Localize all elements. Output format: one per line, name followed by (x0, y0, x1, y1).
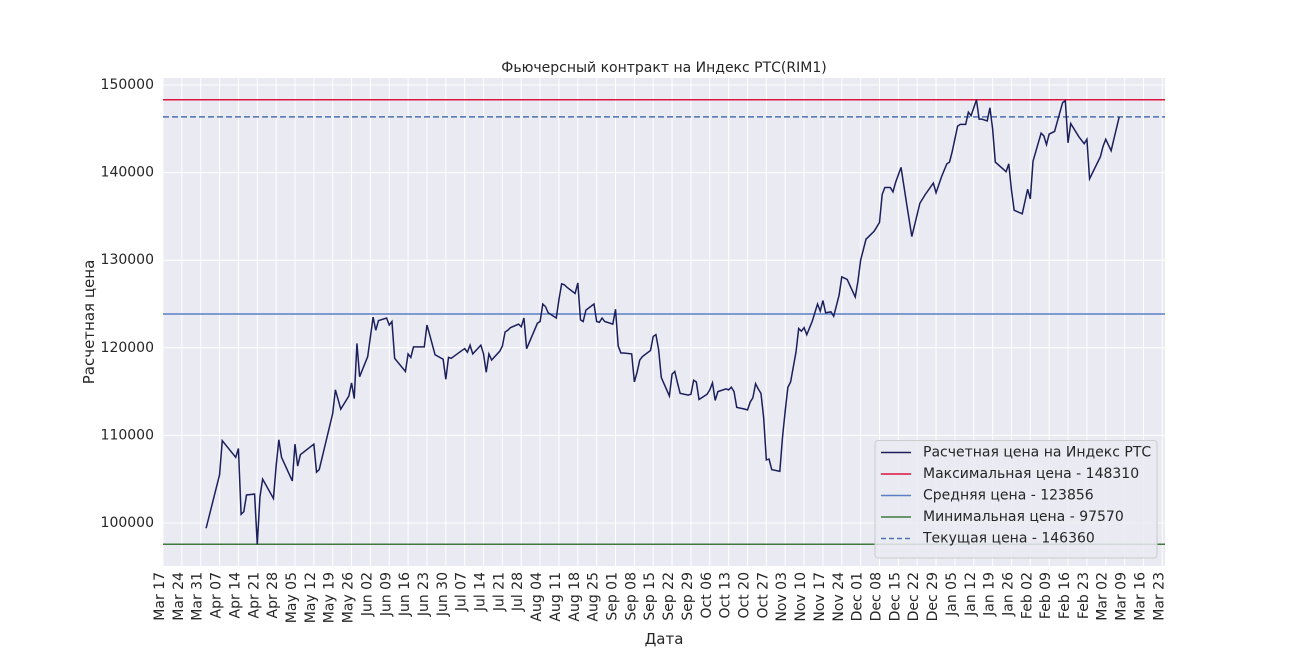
x-tick-label: Aug 25 (586, 572, 602, 622)
x-tick-label: Apr 28 (265, 572, 281, 618)
x-tick-label: Aug 18 (567, 572, 583, 622)
x-tick-label: Feb 16 (1057, 572, 1073, 619)
x-tick-label: Dec 22 (906, 572, 922, 621)
x-tick-label: Sep 01 (605, 572, 621, 621)
x-tick-label: Oct 13 (718, 572, 734, 618)
x-tick-label: Nov 10 (793, 572, 809, 622)
x-tick-label: Dec 15 (887, 572, 903, 621)
chart-title: Фьючерсный контракт на Индекс РТС(RIM1) (501, 60, 826, 76)
x-tick-label: Sep 29 (680, 572, 696, 621)
legend-label: Максимальная цена - 148310 (923, 466, 1139, 482)
y-tick-label: 120000 (101, 340, 154, 356)
x-tick-label: Apr 07 (209, 572, 225, 618)
x-tick-label: Jan 26 (1000, 572, 1016, 617)
x-tick-label: Aug 04 (529, 572, 545, 622)
x-tick-label: Oct 27 (755, 572, 771, 618)
x-tick-label: Jun 23 (416, 572, 432, 617)
x-tick-label: Mar 17 (152, 572, 168, 621)
x-tick-label: Aug 11 (548, 572, 564, 622)
x-tick-label: Mar 23 (1151, 572, 1167, 621)
x-tick-label: Oct 20 (737, 572, 753, 618)
legend-label: Расчетная цена на Индекс РТС (923, 445, 1151, 461)
y-tick-label: 130000 (101, 252, 154, 268)
y-tick-label: 150000 (101, 77, 154, 93)
x-tick-label: Mar 31 (190, 572, 206, 621)
x-tick-label: Nov 17 (812, 572, 828, 622)
x-tick-label: Jan 12 (963, 572, 979, 617)
x-axis-label: Дата (645, 630, 684, 648)
x-tick-label: Dec 29 (925, 572, 941, 621)
x-tick-label: Jan 05 (944, 572, 960, 617)
x-tick-label: Apr 21 (246, 572, 262, 618)
x-tick-label: May 26 (341, 572, 357, 623)
x-tick-label: Jul 28 (510, 572, 526, 612)
x-tick-label: Mar 02 (1095, 572, 1111, 621)
price-line (205, 99, 1120, 545)
x-tick-label: Jun 09 (378, 572, 394, 617)
x-tick-label: Jul 14 (473, 572, 489, 612)
x-tick-label: Jun 16 (397, 572, 413, 617)
legend-box (874, 440, 1158, 559)
x-tick-label: Sep 22 (661, 572, 677, 621)
x-tick-label: Jan 19 (982, 572, 998, 617)
y-tick-label: 100000 (101, 515, 154, 531)
legend-label: Средняя цена - 123856 (923, 488, 1094, 504)
x-tick-label: May 12 (303, 572, 319, 623)
x-tick-label: Jul 07 (454, 572, 470, 612)
x-tick-label: May 05 (284, 572, 300, 623)
x-tick-label: Dec 01 (850, 572, 866, 621)
x-tick-label: Sep 08 (623, 572, 639, 621)
x-tick-label: Jun 30 (435, 572, 451, 617)
x-tick-label: Dec 08 (868, 572, 884, 621)
x-tick-label: Mar 24 (171, 572, 187, 621)
x-tick-label: Jun 02 (359, 572, 375, 617)
x-tick-label: Nov 03 (774, 572, 790, 622)
y-tick-label: 110000 (101, 427, 154, 443)
legend: Расчетная цена на Индекс РТС Максимальная… (874, 440, 1158, 559)
y-axis-label: Расчетная цена (80, 260, 98, 385)
x-tick-label: Apr 14 (227, 572, 243, 619)
x-tick-label: Feb 02 (1019, 572, 1035, 619)
x-tick-label: Jul 21 (491, 572, 507, 612)
x-tick-label: Mar 09 (1114, 572, 1130, 621)
x-tick-label: Nov 24 (831, 572, 847, 622)
x-tick-label: Mar 16 (1132, 572, 1148, 621)
x-tick-label: Oct 06 (699, 572, 715, 619)
x-tick-label: Feb 09 (1038, 572, 1054, 619)
legend-label: Текущая цена - 146360 (922, 531, 1095, 547)
legend-label: Минимальная цена - 97570 (923, 509, 1124, 525)
y-tick-label: 140000 (101, 165, 154, 181)
x-tick-label: May 19 (322, 572, 338, 623)
x-tick-label: Sep 15 (642, 572, 658, 621)
x-tick-label: Feb 23 (1076, 572, 1092, 619)
